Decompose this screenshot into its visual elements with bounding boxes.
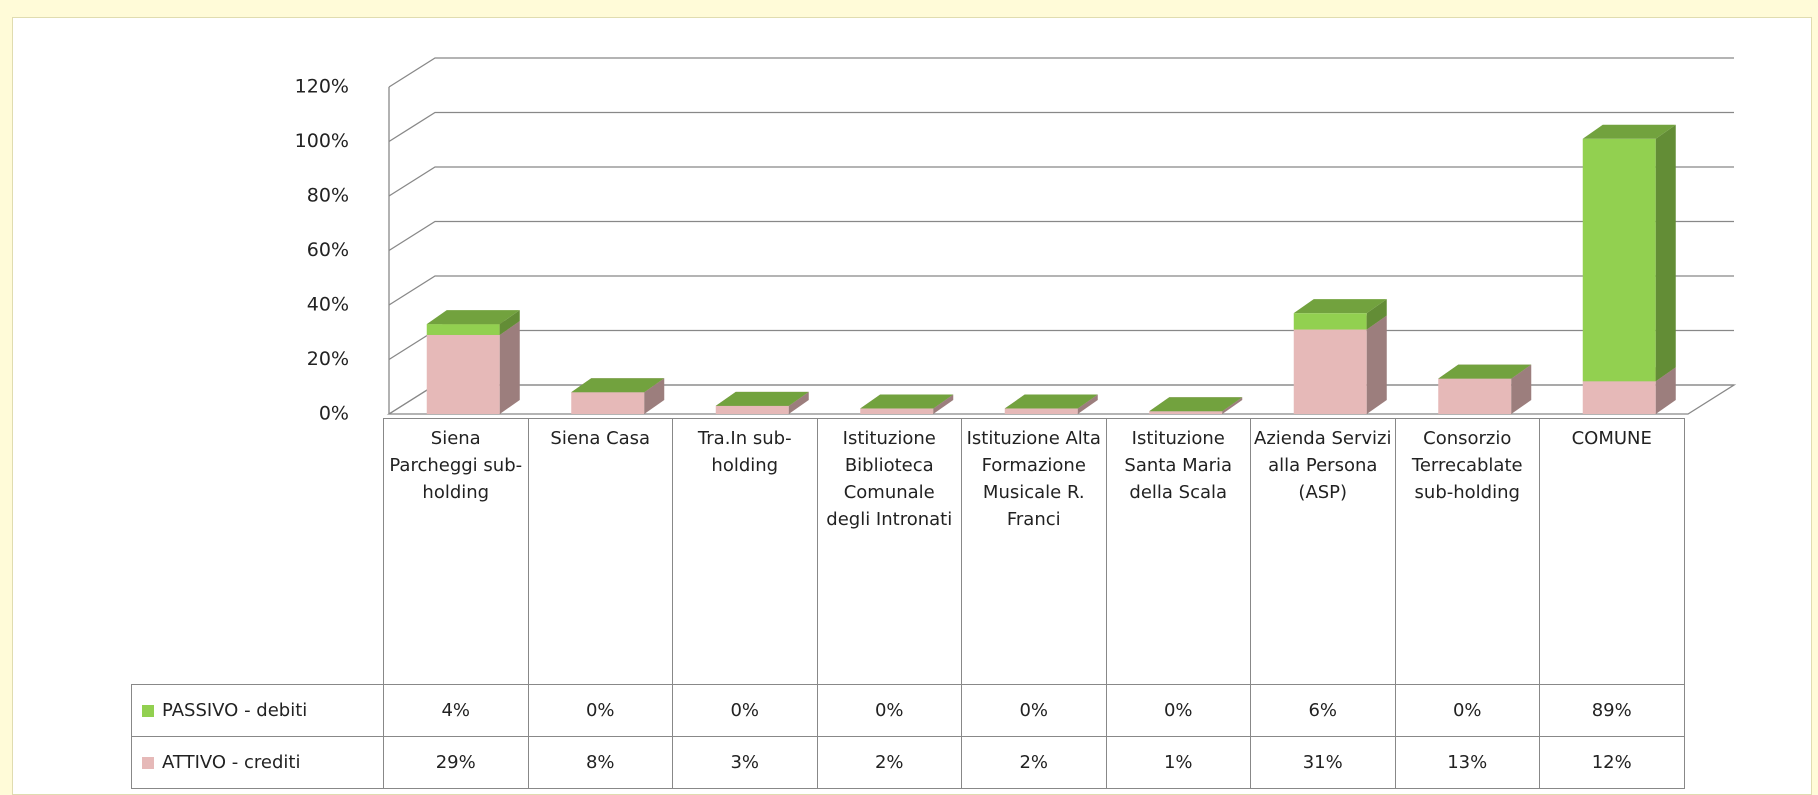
value-label: 2% <box>816 736 962 789</box>
bar-top <box>426 310 520 325</box>
bar-top <box>1004 394 1098 409</box>
y-tick-label: 120% <box>295 76 349 98</box>
value-label: 6% <box>1250 684 1396 737</box>
category-label: Siena Casa <box>527 418 673 685</box>
bar-segment <box>1293 313 1367 330</box>
bar-segment <box>571 392 645 414</box>
bar-segment <box>1293 329 1367 414</box>
grid-line <box>388 166 1734 197</box>
bar-side <box>1077 394 1098 414</box>
category-label: COMUNE <box>1539 418 1685 685</box>
grid-line <box>388 220 1734 252</box>
floor <box>386 384 1737 415</box>
value-label: 29% <box>383 736 529 789</box>
y-tick-label: 80% <box>307 185 349 207</box>
category-label: Istituzione Santa Maria della Scala <box>1105 418 1251 685</box>
value-label: 8% <box>527 736 673 789</box>
y-tick-label: 40% <box>307 294 349 316</box>
y-tick-label: 60% <box>307 239 349 261</box>
category-label: Azienda Servizi alla Persona (ASP) <box>1250 418 1396 685</box>
bar-side <box>1511 364 1532 414</box>
grid-line <box>388 111 1734 143</box>
bar-side <box>1655 367 1676 414</box>
category-label: Tra.In sub-holding <box>672 418 818 685</box>
grid-line <box>388 275 1734 306</box>
bar-segment <box>426 324 500 335</box>
category-label: Consorzio Terrecablate sub-holding <box>1394 418 1540 685</box>
value-label: 0% <box>1394 684 1540 737</box>
bar-segment <box>1582 381 1656 414</box>
bar-top <box>1438 364 1532 379</box>
y-tick-label: 0% <box>319 403 349 425</box>
category-label: Siena Parcheggi sub-holding <box>383 418 529 685</box>
bar-segment <box>1438 378 1512 414</box>
legend-swatch <box>142 704 154 717</box>
value-label: 1% <box>1105 736 1251 789</box>
legend-label: ATTIVO - crediti <box>162 752 301 773</box>
bar-side <box>1655 124 1676 382</box>
value-label: 4% <box>383 684 529 737</box>
bar-side <box>1366 299 1387 330</box>
bar-segment <box>1004 408 1078 414</box>
bar-segment <box>715 405 789 414</box>
bar-top <box>860 394 954 409</box>
value-label: 0% <box>1105 684 1251 737</box>
bar-side <box>499 320 520 414</box>
y-tick-label: 100% <box>295 130 349 152</box>
value-label: 0% <box>961 684 1107 737</box>
value-label: 3% <box>672 736 818 789</box>
category-label: Istituzione Biblioteca Comunale degli In… <box>816 418 962 685</box>
value-label: 2% <box>961 736 1107 789</box>
bar-segment <box>860 408 934 414</box>
bar-top <box>1293 299 1387 314</box>
bar-side <box>644 378 665 414</box>
bar-side <box>499 310 520 335</box>
value-label: 13% <box>1394 736 1540 789</box>
bar-side <box>1366 315 1387 414</box>
bar-top <box>1582 124 1676 139</box>
value-label: 0% <box>672 684 818 737</box>
value-label: 89% <box>1539 684 1685 737</box>
bar-side <box>788 391 809 414</box>
bar-segment <box>1149 411 1223 414</box>
legend-cell: ATTIVO - crediti <box>131 736 384 789</box>
grid-line <box>388 57 1734 88</box>
bar-top <box>715 391 809 406</box>
value-label: 12% <box>1539 736 1685 789</box>
bar-segment <box>1582 138 1656 382</box>
value-label: 31% <box>1250 736 1396 789</box>
category-label: Istituzione Alta Formazione Musicale R. … <box>961 418 1107 685</box>
bar-side <box>1222 397 1243 414</box>
value-label: 0% <box>527 684 673 737</box>
legend-cell: PASSIVO - debiti <box>131 684 384 737</box>
bar-top <box>571 378 665 393</box>
legend-swatch <box>142 756 154 769</box>
legend-label: PASSIVO - debiti <box>162 700 308 721</box>
value-label: 0% <box>816 684 962 737</box>
bar-segment <box>426 334 500 414</box>
bar-top <box>1149 397 1243 412</box>
y-tick-label: 20% <box>307 348 349 370</box>
bar-side <box>933 394 954 414</box>
